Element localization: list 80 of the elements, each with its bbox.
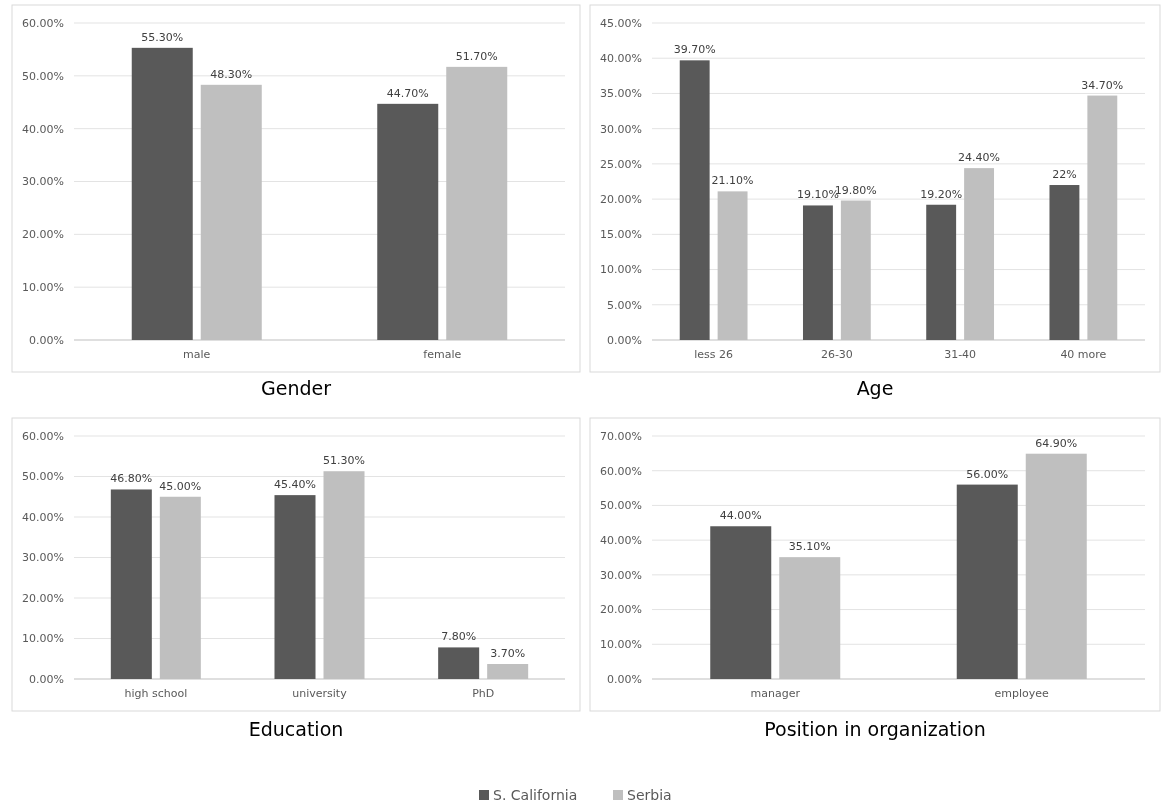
bar xyxy=(679,60,710,340)
y-tick-label: 30.00% xyxy=(22,551,64,565)
bar xyxy=(110,489,152,679)
bar xyxy=(802,205,833,340)
y-tick-label: 10.00% xyxy=(22,281,64,295)
y-tick-label: 50.00% xyxy=(22,69,64,83)
y-tick-label: 5.00% xyxy=(607,298,642,312)
bar xyxy=(438,647,480,679)
data-label: 34.70% xyxy=(1081,78,1124,92)
data-label: 21.10% xyxy=(711,174,754,188)
y-tick-label: 20.00% xyxy=(600,192,642,206)
x-tick-label: 31-40 xyxy=(944,348,977,361)
y-tick-label: 40.00% xyxy=(600,533,642,547)
bar xyxy=(377,103,439,340)
legend-label: S. California xyxy=(493,786,578,803)
x-tick-label: female xyxy=(423,348,462,361)
bar xyxy=(926,204,957,340)
data-label: 3.70% xyxy=(490,647,526,661)
data-label: 64.90% xyxy=(1035,436,1078,450)
text: Position in organization xyxy=(764,718,986,740)
x-tick-label: male xyxy=(183,348,211,361)
text: Gender xyxy=(260,377,332,399)
y-tick-label: 10.00% xyxy=(600,263,642,277)
data-label: 22% xyxy=(1052,168,1077,182)
data-label: 39.70% xyxy=(673,43,716,57)
y-tick-label: 70.00% xyxy=(600,429,642,443)
x-tick-label: PhD xyxy=(472,687,495,700)
bar xyxy=(710,526,772,679)
bar xyxy=(956,484,1018,679)
y-tick-label: 25.00% xyxy=(600,157,642,171)
y-tick-label: 15.00% xyxy=(600,228,642,242)
y-tick-label: 40.00% xyxy=(22,122,64,136)
data-label: 48.30% xyxy=(210,67,253,81)
data-label: 51.30% xyxy=(323,454,365,468)
y-tick-label: 60.00% xyxy=(600,464,642,478)
bar xyxy=(1049,185,1080,340)
data-label: 7.80% xyxy=(441,630,477,644)
y-tick-label: 0.00% xyxy=(29,672,64,686)
data-label: 45.40% xyxy=(274,478,316,492)
x-tick-label: less 26 xyxy=(694,348,734,361)
legend-label: Serbia xyxy=(627,786,672,803)
y-tick-label: 10.00% xyxy=(22,632,64,646)
bar xyxy=(131,47,193,340)
data-label: 51.70% xyxy=(455,49,498,63)
y-tick-label: 30.00% xyxy=(600,568,642,582)
data-label: 44.00% xyxy=(719,509,762,523)
y-tick-label: 20.00% xyxy=(600,603,642,617)
y-tick-label: 35.00% xyxy=(600,87,642,101)
data-label: 19.20% xyxy=(920,187,963,201)
y-tick-label: 60.00% xyxy=(22,429,64,443)
y-tick-label: 20.00% xyxy=(22,591,64,605)
y-tick-label: 50.00% xyxy=(22,470,64,484)
text: Education xyxy=(248,718,344,740)
data-label: 24.40% xyxy=(958,151,1001,165)
y-tick-label: 0.00% xyxy=(607,333,642,347)
y-tick-label: 10.00% xyxy=(600,638,642,652)
bar xyxy=(274,495,316,679)
data-label: 44.70% xyxy=(386,86,429,100)
x-tick-label: high school xyxy=(124,687,188,700)
data-label: 35.10% xyxy=(788,540,831,554)
y-tick-label: 20.00% xyxy=(22,228,64,242)
data-label: 56.00% xyxy=(966,467,1009,481)
x-tick-label: university xyxy=(292,687,348,700)
y-tick-label: 40.00% xyxy=(22,510,64,524)
text: Age xyxy=(856,377,894,399)
x-tick-label: 26-30 xyxy=(820,348,853,361)
y-tick-label: 40.00% xyxy=(600,52,642,66)
data-label: 45.00% xyxy=(159,479,202,493)
x-tick-label: employee xyxy=(994,687,1050,700)
x-tick-label: manager xyxy=(750,687,801,700)
y-tick-label: 30.00% xyxy=(22,175,64,189)
y-tick-label: 60.00% xyxy=(22,16,64,30)
data-label: 46.80% xyxy=(110,472,153,486)
y-tick-label: 30.00% xyxy=(600,122,642,136)
y-tick-label: 0.00% xyxy=(29,333,64,347)
data-label: 55.30% xyxy=(141,30,184,44)
y-tick-label: 0.00% xyxy=(607,672,642,686)
x-tick-label: 40 more xyxy=(1060,348,1107,361)
y-tick-label: 45.00% xyxy=(600,16,642,30)
y-tick-label: 50.00% xyxy=(600,499,642,513)
